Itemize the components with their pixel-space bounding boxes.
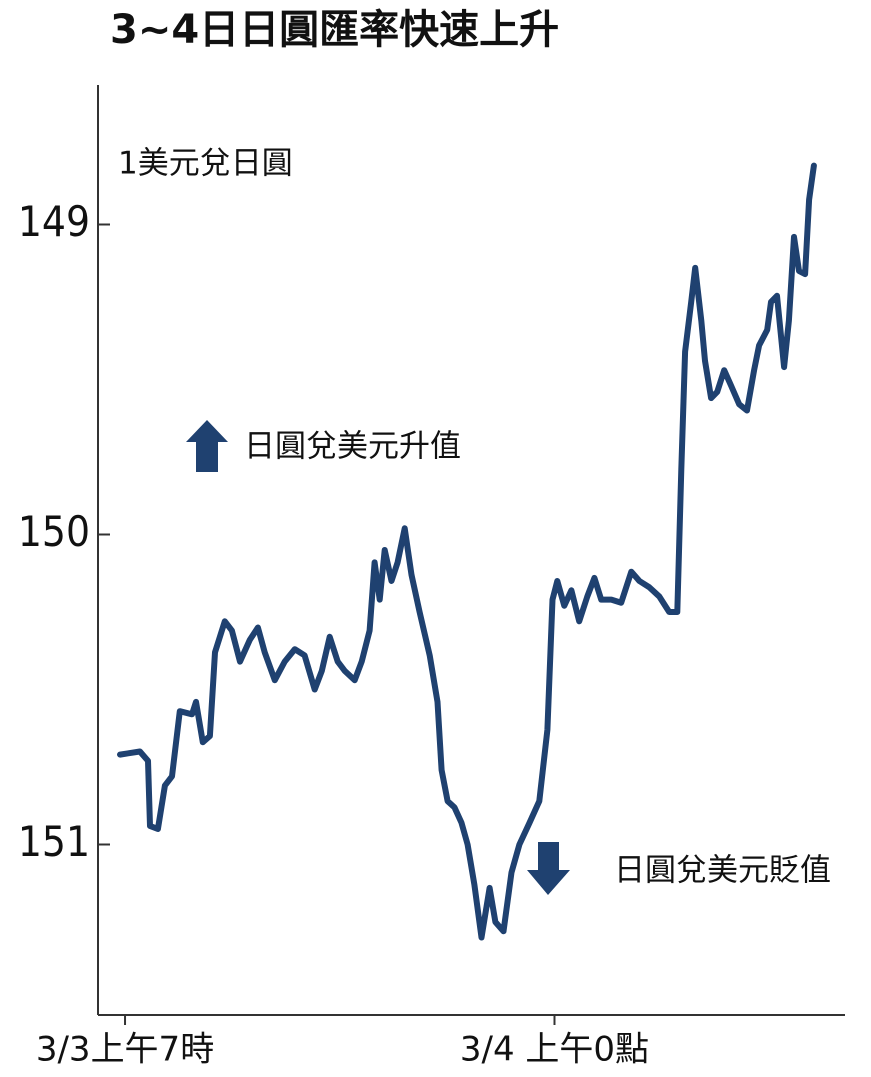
y-tick-label: 150	[18, 507, 90, 556]
down-arrow	[527, 842, 570, 895]
up-arrow	[186, 420, 228, 472]
annotation: 日圓兌美元升值	[244, 429, 461, 465]
line	[117, 162, 817, 941]
annotation: 日圓兌美元貶值	[614, 853, 831, 889]
x-tick-label: 3/3上午7時	[36, 1030, 214, 1070]
y-tick-label: 149	[18, 197, 90, 246]
chart-title: 3~4日日圓匯率快速上升	[110, 7, 559, 53]
x-tick-label: 3/4 上午0點	[460, 1030, 649, 1070]
y-axis-label: 1美元兌日圓	[118, 146, 293, 182]
y-tick-label: 151	[18, 817, 90, 866]
